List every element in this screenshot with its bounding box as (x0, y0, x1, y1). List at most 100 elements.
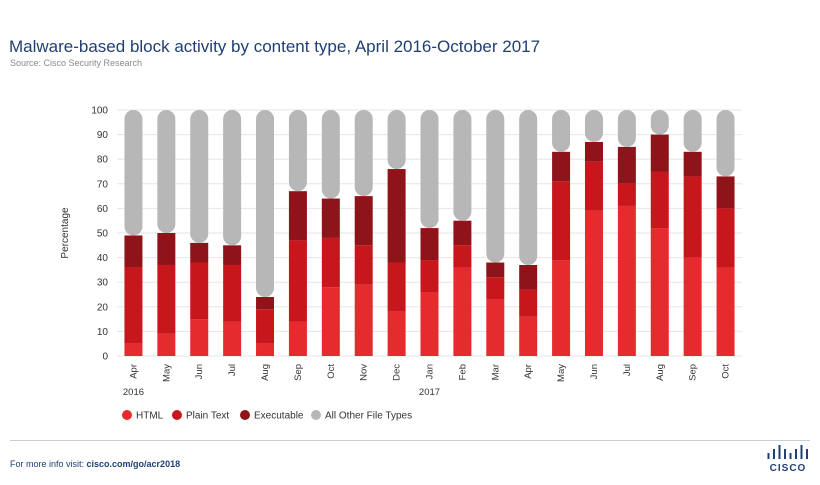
x-tick-label: May (161, 364, 172, 382)
bar-segment (157, 233, 176, 265)
bar-segment (552, 181, 571, 261)
legend-entry: All Other File Types (325, 411, 412, 422)
bar-segment (617, 183, 636, 206)
bar-segment (157, 264, 176, 334)
bar-segment (223, 245, 242, 265)
bar-segment (584, 110, 603, 142)
x-tick-label: Jul (622, 364, 633, 376)
y-tick-label: 50 (97, 229, 109, 240)
x-tick-label: Mar (490, 364, 501, 380)
bar-segment (716, 110, 735, 177)
x-tick-label: Apr (128, 364, 139, 379)
bar-segment (190, 110, 209, 243)
year-label: 2016 (123, 387, 144, 398)
bar-segment (124, 267, 143, 344)
legend-entry: HTML (136, 411, 164, 422)
x-tick-label: Oct (326, 364, 337, 379)
legend-swatch (122, 410, 132, 420)
y-axis-label: Percentage (60, 207, 71, 259)
bar-segment (650, 134, 669, 172)
y-tick-label: 100 (91, 106, 108, 117)
x-tick-label: Dec (392, 364, 403, 381)
bar-segment (354, 110, 373, 197)
footer-divider (10, 440, 810, 441)
bar-segment (716, 176, 735, 209)
bar-segment (387, 262, 406, 312)
bar-segment (683, 176, 702, 258)
bar-segment (223, 110, 242, 246)
y-tick-label: 70 (97, 179, 109, 190)
x-tick-label: Apr (523, 364, 534, 379)
bar-segment (321, 287, 340, 356)
bar-segment (321, 198, 340, 238)
bar-segment (321, 237, 340, 288)
bar-segment (223, 321, 242, 356)
year-label: 2017 (419, 387, 440, 398)
bar-segment (486, 277, 505, 300)
bar-segment (190, 262, 209, 320)
bar-segment (683, 151, 702, 177)
bar-segment (617, 205, 636, 356)
bar-segment (124, 343, 143, 356)
y-tick-label: 30 (97, 278, 109, 289)
x-tick-label: Aug (655, 364, 666, 381)
legend-entry: Executable (254, 411, 304, 422)
bar-segment (223, 264, 242, 322)
bar-segment (387, 311, 406, 356)
bar-segment (256, 343, 275, 356)
x-tick-label: Jan (425, 364, 436, 379)
bar-segment (124, 110, 143, 236)
bar-segment (190, 242, 209, 263)
x-tick-label: Aug (260, 364, 271, 381)
bar-segment (519, 316, 538, 356)
bar-segment (190, 319, 209, 356)
bar-segment (486, 110, 505, 263)
y-tick-label: 40 (97, 253, 109, 264)
bar-segment (288, 191, 307, 241)
bar-segment (552, 151, 571, 182)
bar-segment (354, 245, 373, 285)
footer-prefix: For more info visit: (10, 459, 87, 469)
y-tick-label: 60 (97, 204, 109, 215)
bar-segment (420, 110, 439, 229)
x-tick-label: Sep (688, 364, 699, 381)
x-tick-label: Oct (721, 364, 732, 379)
y-tick-label: 90 (97, 130, 109, 141)
x-tick-label: Sep (293, 364, 304, 381)
y-tick-label: 0 (102, 352, 108, 363)
legend-swatch (172, 410, 182, 420)
bar-segment (519, 264, 538, 290)
y-tick-label: 10 (97, 327, 109, 338)
cisco-logo: CISCO (767, 445, 808, 474)
bar-segment (486, 262, 505, 278)
bar-segment (157, 333, 176, 356)
bar-segment (420, 260, 439, 293)
bar-segment (552, 110, 571, 152)
bar-segment (288, 321, 307, 356)
bar-segment (288, 240, 307, 322)
bar-segment (453, 110, 472, 221)
bar-segment (256, 309, 275, 344)
x-tick-label: May (556, 364, 567, 382)
bar-segment (716, 267, 735, 356)
bar-segment (453, 267, 472, 356)
bar-segment (453, 220, 472, 246)
x-tick-label: Feb (457, 364, 468, 380)
legend-entry: Plain Text (186, 411, 229, 422)
chart-source: Source: Cisco Security Research (10, 58, 143, 68)
bar-segment (486, 299, 505, 356)
stacked-bar-chart: 0 10 20 30 40 50 60 70 80 90 100 Percentage Apr May Ju… (60, 106, 742, 422)
bar-segment (650, 110, 669, 135)
bar-segment (124, 235, 143, 268)
bar-segment (420, 292, 439, 356)
bar-segment (519, 289, 538, 317)
bar-segment (617, 110, 636, 147)
bar-segment (288, 110, 307, 192)
bar-segment (584, 161, 603, 211)
bar-segment (387, 169, 406, 263)
bar-segment (552, 260, 571, 356)
footer-link[interactable]: cisco.com/go/acr2018 (86, 459, 181, 469)
bar-segment (256, 296, 275, 310)
bar-segment (617, 146, 636, 184)
x-tick-label: Nov (359, 364, 370, 381)
